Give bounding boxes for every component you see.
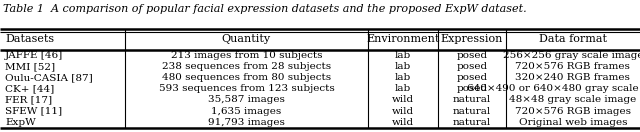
- Text: posed: posed: [456, 51, 488, 60]
- Text: 320×240 RGB frames: 320×240 RGB frames: [515, 73, 630, 82]
- Text: 238 sequences from 28 subjects: 238 sequences from 28 subjects: [162, 62, 331, 71]
- Text: 256×256 gray scale image: 256×256 gray scale image: [502, 51, 640, 60]
- Text: natural: natural: [453, 118, 491, 127]
- Text: 91,793 images: 91,793 images: [208, 118, 285, 127]
- Text: lab: lab: [395, 84, 412, 93]
- Text: FER [17]: FER [17]: [5, 95, 52, 105]
- Text: Environment: Environment: [367, 34, 440, 44]
- Text: wild: wild: [392, 107, 414, 116]
- Text: 640×490 or 640×480 gray scale frames: 640×490 or 640×480 gray scale frames: [467, 84, 640, 93]
- Text: natural: natural: [453, 107, 491, 116]
- Text: Data format: Data format: [539, 34, 607, 44]
- Text: 48×48 gray scale image: 48×48 gray scale image: [509, 95, 636, 105]
- Text: wild: wild: [392, 95, 414, 105]
- Text: lab: lab: [395, 51, 412, 60]
- Text: 35,587 images: 35,587 images: [208, 95, 285, 105]
- Text: 593 sequences from 123 subjects: 593 sequences from 123 subjects: [159, 84, 334, 93]
- Text: natural: natural: [453, 95, 491, 105]
- Text: 213 images from 10 subjects: 213 images from 10 subjects: [171, 51, 322, 60]
- Text: posed: posed: [456, 62, 488, 71]
- Text: lab: lab: [395, 62, 412, 71]
- Text: Quantity: Quantity: [222, 34, 271, 44]
- Text: Oulu-CASIA [87]: Oulu-CASIA [87]: [5, 73, 93, 82]
- Text: posed: posed: [456, 73, 488, 82]
- Text: Original web images: Original web images: [518, 118, 627, 127]
- Text: JAFFE [46]: JAFFE [46]: [5, 51, 63, 60]
- Text: wild: wild: [392, 118, 414, 127]
- Text: ExpW: ExpW: [5, 118, 36, 127]
- Text: 480 sequences from 80 subjects: 480 sequences from 80 subjects: [162, 73, 331, 82]
- Text: 720×576 RGB frames: 720×576 RGB frames: [515, 62, 630, 71]
- Text: 1,635 images: 1,635 images: [211, 107, 282, 116]
- Text: Datasets: Datasets: [5, 34, 54, 44]
- Text: 720×576 RGB images: 720×576 RGB images: [515, 107, 631, 116]
- Text: Expression: Expression: [441, 34, 503, 44]
- Text: lab: lab: [395, 73, 412, 82]
- Text: CK+ [44]: CK+ [44]: [5, 84, 54, 93]
- Text: MMI [52]: MMI [52]: [5, 62, 55, 71]
- Text: SFEW [11]: SFEW [11]: [5, 107, 62, 116]
- Text: posed: posed: [456, 84, 488, 93]
- Text: Table 1  A comparison of popular facial expression datasets and the proposed Exp: Table 1 A comparison of popular facial e…: [3, 4, 527, 14]
